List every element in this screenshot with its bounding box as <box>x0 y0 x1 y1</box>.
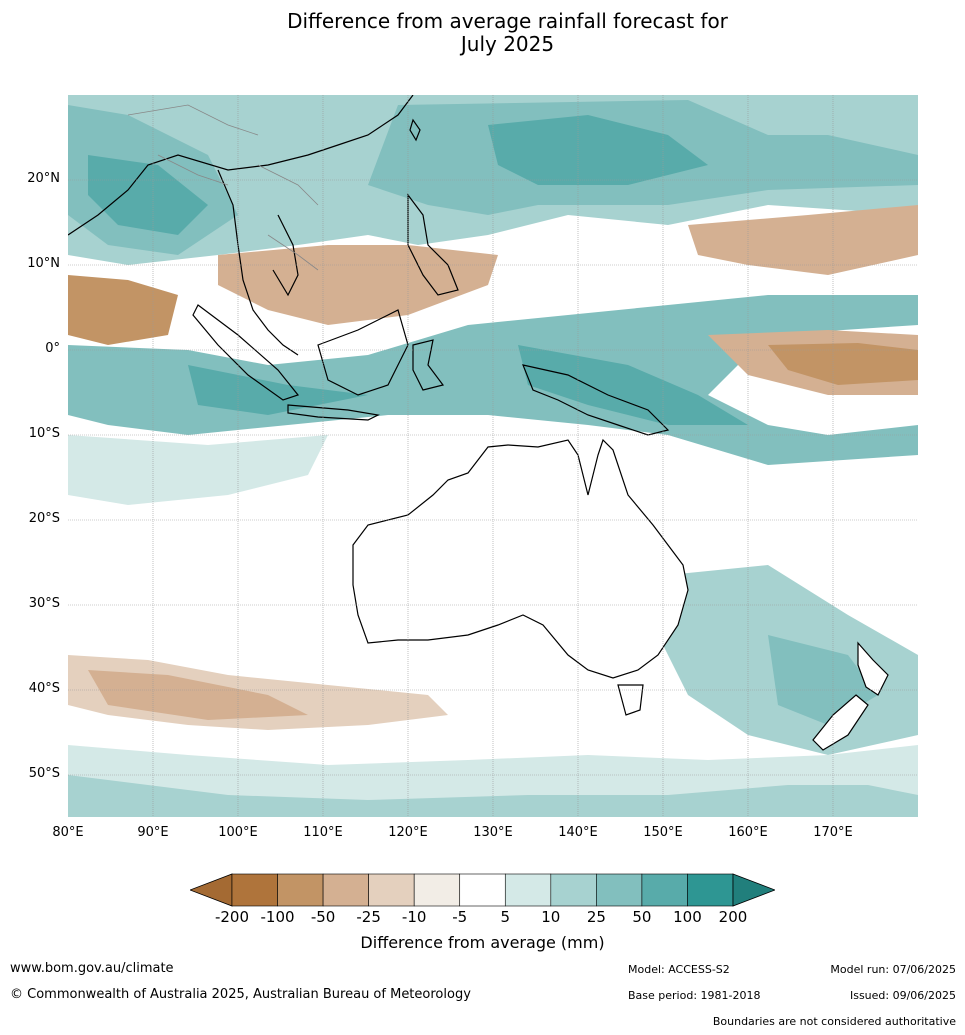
colorbar-tick-label: 50 <box>632 908 652 926</box>
colorbar-segment <box>504 873 552 907</box>
lon-label-110E: 110°E <box>303 825 343 840</box>
lon-label-140E: 140°E <box>558 825 598 840</box>
colorbar-segment <box>687 873 734 907</box>
australia-outline <box>352 438 689 679</box>
colorbar-tick-label: -50 <box>310 908 336 926</box>
colorbar-tick-label: -5 <box>452 908 468 926</box>
borneo-outline <box>317 309 409 396</box>
colorbar-label: Difference from average (mm) <box>360 933 605 952</box>
map-title: Difference from average rainfall forecas… <box>0 10 965 56</box>
tasmania-outline <box>617 684 644 716</box>
title-line-1: Difference from average rainfall forecas… <box>287 9 728 33</box>
lon-label-80E: 80°E <box>52 825 84 840</box>
teal-region-south-inner <box>68 775 918 817</box>
teal-region-png <box>518 345 748 425</box>
colorbar-segment <box>368 873 415 907</box>
philippines-outline <box>407 193 459 296</box>
colorbar-segment <box>459 873 506 907</box>
colorbar-tick-label: 25 <box>586 908 606 926</box>
colorbar-tick-label: -10 <box>401 908 427 926</box>
colorbar-tick-label: -25 <box>356 908 381 926</box>
country-borders <box>127 104 319 271</box>
colorbar-segment <box>641 873 688 907</box>
brown-region-pacific-north <box>688 205 918 275</box>
colorbar-segment <box>322 873 369 907</box>
base-period-label: Base period: 1981-2018 <box>628 989 761 1002</box>
lat-label-10S: 10°S <box>28 426 60 441</box>
colorbar-tick-label: -200 <box>214 908 250 926</box>
lon-label-120E: 120°E <box>388 825 428 840</box>
rainfall-anomaly-map <box>68 95 918 817</box>
new-zealand-north <box>857 641 889 696</box>
lat-label-20N: 20°N <box>27 171 60 186</box>
colorbar-segment <box>413 873 461 907</box>
boundaries-disclaimer: Boundaries are not considered authoritat… <box>712 1015 956 1028</box>
lat-label-30S: 30°S <box>28 596 60 611</box>
colorbar-extend-high <box>732 873 775 907</box>
model-label: Model: ACCESS-S2 <box>628 963 730 976</box>
brown-region-pacific-core <box>768 343 918 385</box>
colorbar-segments <box>190 873 775 907</box>
lat-label-0: 0° <box>45 341 60 356</box>
website-link[interactable]: www.bom.gov.au/climate <box>10 961 174 976</box>
brown-region-southern-ocean-core <box>88 670 308 720</box>
lon-label-90E: 90°E <box>137 825 169 840</box>
taiwan-outline <box>409 118 421 142</box>
colorbar-tick-label: 10 <box>541 908 561 926</box>
teal-region-indian <box>68 435 328 505</box>
lat-label-10N: 10°N <box>27 256 60 271</box>
teal-region-north-core <box>488 115 708 185</box>
colorbar-tick-label: 5 <box>500 908 511 926</box>
lon-label-150E: 150°E <box>643 825 683 840</box>
java-outline <box>287 404 380 421</box>
copyright-notice: © Commonwealth of Australia 2025, Austra… <box>10 987 471 1002</box>
graticule <box>68 95 918 817</box>
lat-label-50S: 50°S <box>28 766 60 781</box>
model-run-label: Model run: 07/06/2025 <box>830 963 956 976</box>
colorbar-extend-low <box>190 873 233 907</box>
teal-region-bay-core <box>88 155 208 235</box>
lat-label-40S: 40°S <box>28 681 60 696</box>
colorbar-tick-label: -100 <box>260 908 295 926</box>
brown-region-west <box>68 275 178 345</box>
colorbar-tick-label: 100 <box>673 908 702 926</box>
colorbar-segment <box>277 873 324 907</box>
colorbar-segment <box>231 873 278 907</box>
colorbar-segment <box>550 873 597 907</box>
sulawesi-outline <box>412 339 445 391</box>
lon-label-170E: 170°E <box>813 825 853 840</box>
lat-label-20S: 20°S <box>28 511 60 526</box>
teal-region-equator-core <box>188 365 368 415</box>
asia-mainland-outline <box>68 95 414 236</box>
lon-label-100E: 100°E <box>218 825 258 840</box>
sumatra-outline <box>192 304 300 401</box>
title-line-2: July 2025 <box>460 32 555 56</box>
issued-label: Issued: 09/06/2025 <box>849 989 956 1002</box>
lon-label-160E: 160°E <box>728 825 768 840</box>
colorbar-tick-label: 200 <box>718 908 748 926</box>
colorbar <box>190 873 775 907</box>
indochina-outline <box>217 169 299 356</box>
lon-label-130E: 130°E <box>473 825 513 840</box>
colorbar-segment <box>596 873 643 907</box>
